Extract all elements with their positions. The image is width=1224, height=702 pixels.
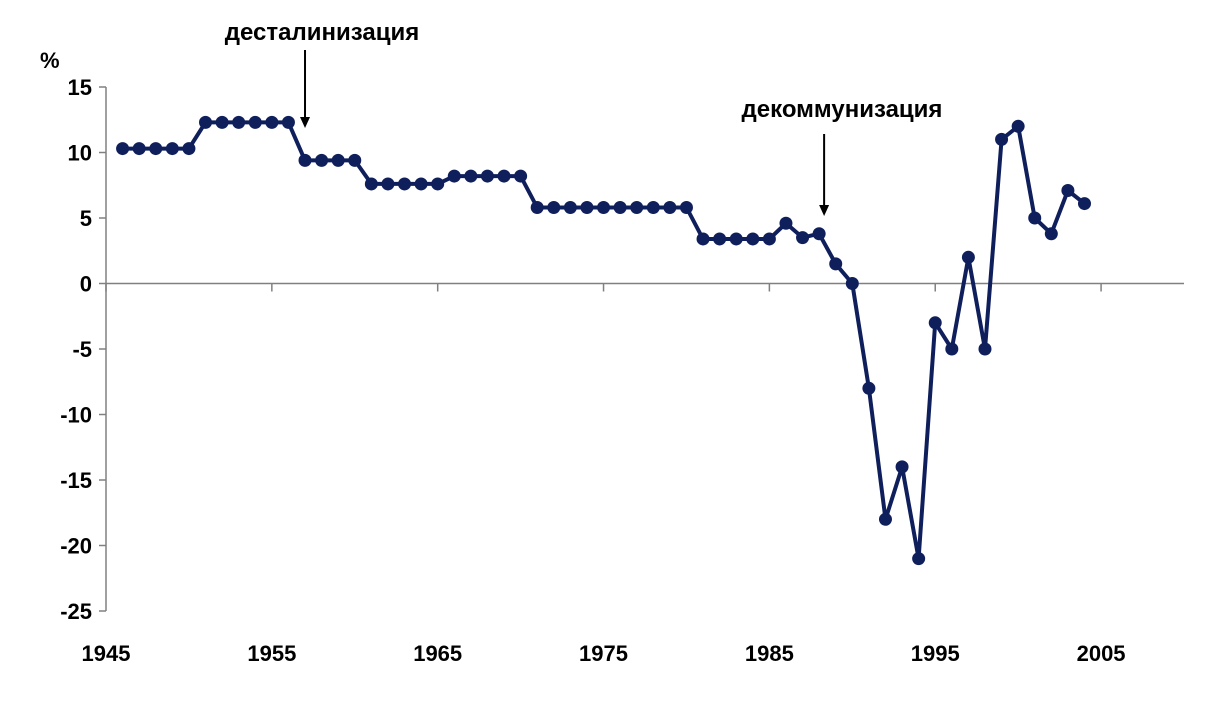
data-point (696, 232, 710, 246)
x-tick-label: 1955 (247, 641, 296, 666)
y-tick-label: 5 (80, 206, 92, 231)
data-point (878, 512, 892, 526)
y-axis-ticks: 15 10 5 0 -5 -10 -15 -20 -25 (60, 75, 106, 624)
data-point (165, 142, 179, 156)
y-tick-label: 15 (68, 75, 92, 100)
data-point (928, 316, 942, 330)
data-point (1044, 227, 1058, 241)
x-tick-label: 1985 (745, 641, 794, 666)
data-point (398, 177, 412, 191)
data-point (547, 201, 561, 215)
series-line (122, 120, 1086, 561)
data-point (530, 201, 544, 215)
data-point (348, 153, 362, 167)
data-point (746, 232, 760, 246)
data-point (945, 342, 959, 356)
data-point (381, 177, 395, 191)
annotation-arrow-head (300, 117, 311, 128)
annotation-label: десталинизация (225, 19, 419, 46)
data-point (298, 153, 312, 167)
y-tick-label: -10 (60, 403, 92, 428)
data-point (580, 201, 594, 215)
data-point (265, 115, 279, 129)
annotations: десталинизация декоммунизация (225, 19, 943, 216)
x-axis-ticks: 1945 1955 1965 1975 1985 1995 2005 (82, 283, 1126, 666)
data-point (762, 232, 776, 246)
data-point (613, 201, 627, 215)
data-point (829, 257, 843, 271)
x-tick-label: 2005 (1077, 641, 1126, 666)
data-point (563, 201, 577, 215)
x-tick-label: 1965 (413, 641, 462, 666)
data-point (646, 201, 660, 215)
data-point (796, 231, 810, 245)
data-point (464, 169, 478, 183)
y-axis-unit-label: % (40, 48, 60, 73)
y-tick-label: -20 (60, 534, 92, 559)
data-point (364, 177, 378, 191)
data-point (812, 227, 826, 241)
data-point (779, 216, 793, 230)
data-point (149, 142, 163, 156)
data-point (431, 177, 445, 191)
annotation-label: декоммунизация (742, 96, 943, 123)
data-point (597, 201, 611, 215)
data-point (1028, 211, 1042, 225)
data-point (232, 115, 246, 129)
data-point (132, 142, 146, 156)
data-point (729, 232, 743, 246)
data-point (845, 277, 859, 290)
data-point (663, 201, 677, 215)
data-point (248, 115, 262, 129)
x-tick-label: 1975 (579, 641, 628, 666)
data-point (679, 201, 693, 215)
data-point (912, 552, 926, 566)
data-point (116, 142, 130, 156)
data-point (630, 201, 644, 215)
y-tick-label: -15 (60, 468, 92, 493)
annotation-arrow-head (819, 205, 830, 216)
data-point (480, 169, 494, 183)
data-points (116, 115, 1091, 566)
data-point (199, 115, 213, 129)
data-point (331, 153, 345, 167)
y-tick-label: 10 (68, 141, 92, 166)
data-point (514, 169, 528, 183)
data-point (215, 115, 229, 129)
data-point (447, 169, 461, 183)
axes: 15 10 5 0 -5 -10 -15 -20 -25 1945 1955 1965 1975 198… (60, 75, 1184, 666)
data-point (414, 177, 428, 191)
x-tick-label: 1945 (82, 641, 131, 666)
data-point (713, 232, 727, 246)
data-point (862, 381, 876, 395)
data-point (1061, 183, 1075, 197)
y-tick-label: 0 (80, 272, 92, 297)
data-point (281, 115, 295, 129)
y-tick-label: -25 (60, 599, 92, 624)
data-point (978, 342, 992, 356)
data-point (497, 169, 511, 183)
data-point (995, 132, 1009, 146)
data-point (1077, 197, 1091, 211)
data-point (961, 250, 975, 264)
data-point (1011, 119, 1025, 133)
data-point (895, 460, 909, 474)
y-tick-label: -5 (72, 337, 92, 362)
data-point (315, 153, 329, 167)
data-point (182, 142, 196, 156)
x-tick-label: 1995 (911, 641, 960, 666)
